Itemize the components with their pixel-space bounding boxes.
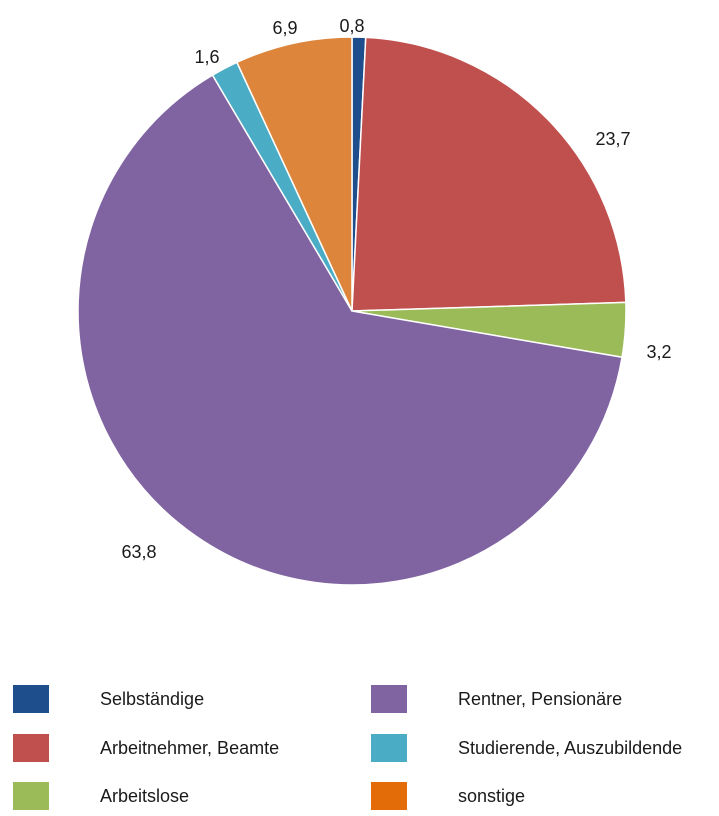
pie-slice-arbeitnehmer-beamte (351, 36, 627, 312)
legend-label: Arbeitslose (100, 786, 190, 806)
pie-slice-sonstige (235, 36, 353, 312)
legend-swatch (13, 685, 49, 713)
legend-swatch (13, 782, 49, 810)
legend-label: Rentner, Pensionäre (458, 689, 623, 709)
legend-label: Selbständige (100, 689, 205, 709)
legend-label: sonstige (458, 786, 526, 806)
data-label-arbeitnehmer-beamte: 23,7 (595, 129, 630, 149)
data-label-sonstige: 6,9 (272, 18, 297, 38)
legend-swatch (371, 734, 407, 762)
legend-label: Studierende, Auszubildende (458, 738, 683, 758)
legend-item-sonstige: sonstige (371, 781, 525, 811)
data-label-rentner-pensionaere: 63,8 (121, 542, 156, 562)
legend-item-rentner-pensionaere: Rentner, Pensionäre (371, 684, 622, 714)
data-label-studierende-auszubildende: 1,6 (194, 47, 219, 67)
data-label-arbeitslose: 3,2 (646, 342, 671, 362)
legend-swatch (371, 782, 407, 810)
data-label-selbstaendige: 0,8 (339, 16, 364, 36)
legend-item-studierende-auszubildende: Studierende, Auszubildende (371, 733, 682, 763)
pie-chart: 0,8 23,7 3,2 63,8 1,6 6,9 (77, 16, 672, 586)
pie-slices (77, 36, 627, 586)
legend-swatch (371, 685, 407, 713)
pie-slice-rentner-pensionaere (77, 74, 623, 586)
legend-item-arbeitnehmer-beamte: Arbeitnehmer, Beamte (13, 733, 279, 763)
legend-label: Arbeitnehmer, Beamte (100, 738, 280, 758)
legend-swatch (13, 734, 49, 762)
legend-item-arbeitslose: Arbeitslose (13, 781, 189, 811)
pie-data-labels: 0,8 23,7 3,2 63,8 1,6 6,9 (121, 16, 671, 562)
legend-item-selbstaendige: Selbständige (13, 684, 204, 714)
